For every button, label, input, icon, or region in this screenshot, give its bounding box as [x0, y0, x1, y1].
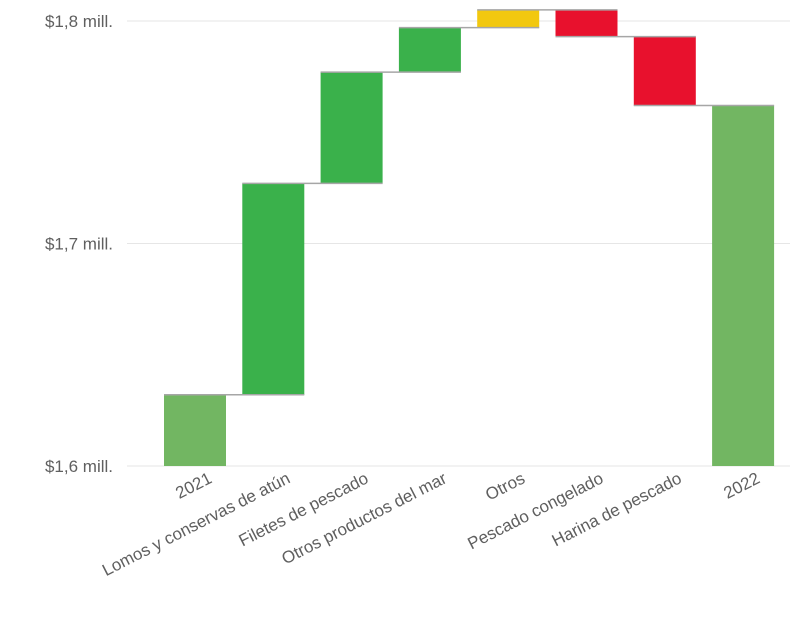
y-tick-label: $1,7 mill. — [45, 235, 113, 254]
y-tick-label: $1,8 mill. — [45, 12, 113, 31]
bar-harina-de-pescado — [633, 36, 696, 106]
bar-filetes-de-pescado — [320, 72, 383, 184]
connectors — [164, 9, 775, 396]
y-axis-tick-labels: $1,6 mill. $1,7 mill. $1,8 mill. — [45, 12, 113, 476]
bar-2022 — [712, 105, 775, 467]
x-tick-label-pescado-congelado: Pescado congelado — [465, 469, 607, 554]
gridlines — [127, 20, 790, 467]
x-tick-label-2021: 2021 — [172, 469, 214, 503]
bars — [164, 9, 775, 467]
bar-otros — [477, 9, 540, 28]
x-tick-label-2022: 2022 — [721, 469, 763, 503]
bar-lomos-y-conservas-de-atun — [242, 183, 305, 395]
bar-2021 — [164, 394, 226, 466]
y-tick-label: $1,6 mill. — [45, 457, 113, 476]
bar-pescado-congelado — [555, 9, 618, 37]
bar-otros-productos-del-mar — [398, 27, 461, 73]
x-tick-label-otros: Otros — [482, 469, 528, 505]
x-tick-label-harina-de-pescado: Harina de pescado — [549, 469, 685, 551]
